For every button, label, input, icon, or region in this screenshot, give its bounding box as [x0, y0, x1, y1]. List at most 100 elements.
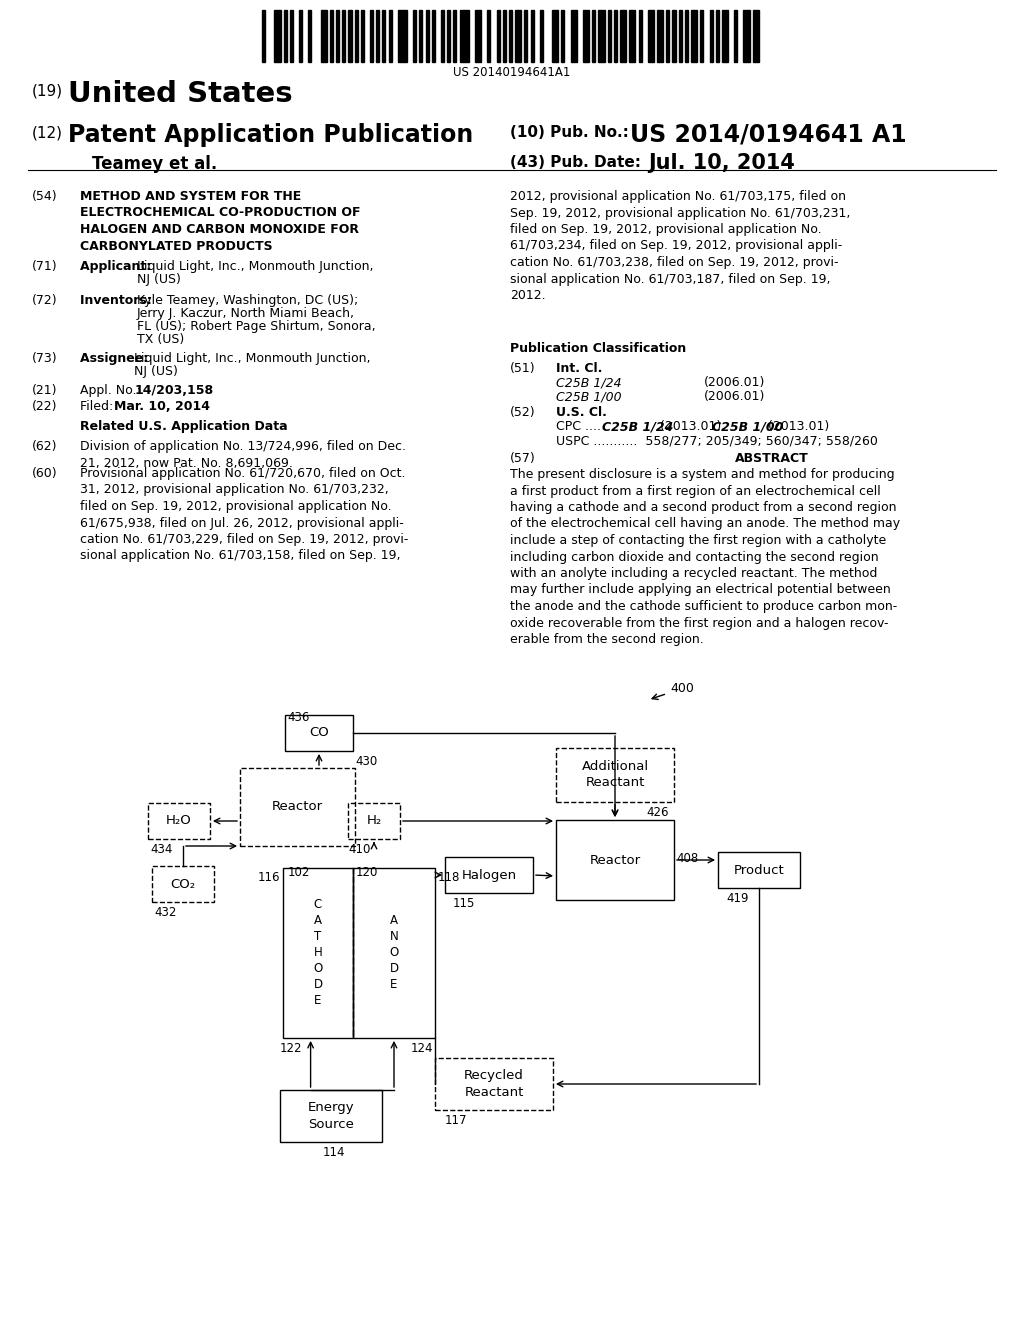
Bar	[240, 768, 355, 846]
Bar	[509, 11, 512, 62]
Bar	[613, 11, 616, 62]
Text: Division of application No. 13/724,996, filed on Dec.
21, 2012, now Pat. No. 8,6: Division of application No. 13/724,996, …	[80, 440, 406, 470]
Bar	[667, 11, 670, 62]
Bar	[556, 748, 674, 803]
Bar	[397, 11, 408, 62]
Text: CO₂: CO₂	[170, 878, 196, 891]
Text: 118: 118	[438, 871, 461, 884]
Text: CO: CO	[309, 726, 329, 739]
Text: 410: 410	[348, 843, 371, 855]
Text: C25B 1/00: C25B 1/00	[556, 389, 622, 403]
Text: The present disclosure is a system and method for producing
a first product from: The present disclosure is a system and m…	[510, 469, 900, 645]
Bar	[414, 11, 417, 62]
Bar	[639, 11, 642, 62]
Text: Applicant:: Applicant:	[80, 260, 156, 273]
Bar	[630, 11, 636, 62]
Bar	[515, 11, 521, 62]
Text: 408: 408	[676, 851, 698, 865]
Bar	[290, 11, 293, 62]
Text: (21): (21)	[32, 384, 57, 397]
Bar	[552, 11, 558, 62]
Text: C
A
T
H
O
D
E: C A T H O D E	[313, 899, 323, 1007]
Text: United States: United States	[68, 81, 293, 108]
Bar	[376, 11, 379, 62]
Bar	[348, 803, 400, 840]
Bar	[561, 11, 564, 62]
Text: 426: 426	[646, 807, 669, 818]
Text: (19): (19)	[32, 83, 63, 98]
Text: (62): (62)	[32, 440, 57, 453]
Text: 117: 117	[445, 1114, 468, 1127]
Text: (52): (52)	[510, 407, 536, 418]
Bar	[524, 11, 527, 62]
Bar	[497, 11, 500, 62]
Text: C25B 1/24: C25B 1/24	[602, 420, 674, 433]
Bar	[382, 11, 385, 62]
Text: Appl. No.:: Appl. No.:	[80, 384, 144, 397]
Text: 115: 115	[453, 898, 475, 909]
Text: (2013.01): (2013.01)	[764, 420, 829, 433]
Bar	[718, 851, 800, 888]
Bar	[420, 11, 423, 62]
Bar	[475, 11, 481, 62]
Bar	[148, 803, 210, 840]
Text: 120: 120	[356, 866, 379, 879]
Bar	[685, 11, 688, 62]
Text: ABSTRACT: ABSTRACT	[735, 451, 809, 465]
Text: Reactor: Reactor	[272, 800, 323, 813]
Bar	[348, 11, 351, 62]
Bar	[388, 11, 391, 62]
Bar	[432, 11, 435, 62]
Bar	[284, 11, 287, 62]
Text: (22): (22)	[32, 400, 57, 413]
Text: Teamey et al.: Teamey et al.	[92, 154, 217, 173]
Bar	[370, 11, 373, 62]
Bar	[530, 11, 534, 62]
Text: C25B 1/00: C25B 1/00	[712, 420, 783, 433]
Bar	[753, 11, 759, 62]
Text: (2006.01): (2006.01)	[705, 376, 765, 389]
Bar	[460, 11, 469, 62]
Bar	[570, 11, 577, 62]
Bar	[710, 11, 713, 62]
Text: Halogen: Halogen	[462, 869, 516, 882]
Bar	[583, 11, 589, 62]
Text: (51): (51)	[510, 362, 536, 375]
Text: C25B 1/24: C25B 1/24	[556, 376, 622, 389]
Text: (2013.01);: (2013.01);	[656, 420, 729, 433]
Bar	[299, 11, 302, 62]
Text: NJ (US): NJ (US)	[134, 366, 178, 378]
Bar	[152, 866, 214, 902]
Text: 124: 124	[411, 1041, 433, 1055]
Bar	[540, 11, 543, 62]
Bar	[503, 11, 506, 62]
Bar	[607, 11, 610, 62]
Bar	[435, 1059, 553, 1110]
Text: METHOD AND SYSTEM FOR THE
ELECTROCHEMICAL CO-PRODUCTION OF
HALOGEN AND CARBON MO: METHOD AND SYSTEM FOR THE ELECTROCHEMICA…	[80, 190, 360, 252]
Bar	[321, 11, 327, 62]
Text: 2012, provisional application No. 61/703,175, filed on
Sep. 19, 2012, provisiona: 2012, provisional application No. 61/703…	[510, 190, 850, 302]
Text: 122: 122	[280, 1041, 302, 1055]
Bar	[722, 11, 728, 62]
Bar	[262, 11, 265, 62]
Text: 436: 436	[287, 711, 309, 723]
Text: USPC ...........  558/277; 205/349; 560/347; 558/260: USPC ........... 558/277; 205/349; 560/3…	[556, 434, 878, 447]
Bar	[679, 11, 682, 62]
Text: Inventors:: Inventors:	[80, 294, 156, 308]
Bar	[336, 11, 339, 62]
Text: Patent Application Publication: Patent Application Publication	[68, 123, 473, 147]
Text: Recycled
Reactant: Recycled Reactant	[464, 1069, 524, 1098]
Bar	[285, 715, 353, 751]
Bar	[657, 11, 664, 62]
Text: Filed:: Filed:	[80, 400, 145, 413]
Bar	[441, 11, 444, 62]
Text: (2006.01): (2006.01)	[705, 389, 765, 403]
Bar	[447, 11, 451, 62]
Text: 116: 116	[257, 871, 280, 884]
Bar	[342, 11, 345, 62]
Bar	[716, 11, 719, 62]
Text: H₂O: H₂O	[166, 814, 191, 828]
Text: FL (US); Robert Page Shirtum, Sonora,: FL (US); Robert Page Shirtum, Sonora,	[137, 319, 376, 333]
Text: Provisional application No. 61/720,670, filed on Oct.
31, 2012, provisional appl: Provisional application No. 61/720,670, …	[80, 467, 409, 562]
Text: Jul. 10, 2014: Jul. 10, 2014	[648, 153, 795, 173]
